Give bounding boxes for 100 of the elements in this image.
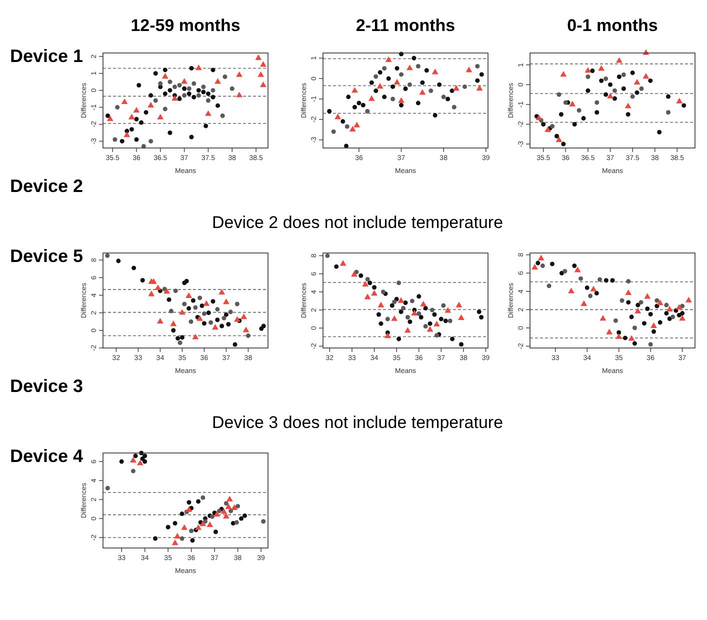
point xyxy=(479,72,484,77)
point xyxy=(608,82,613,87)
point xyxy=(136,460,144,466)
point xyxy=(560,71,567,77)
point xyxy=(186,292,192,298)
point xyxy=(168,80,172,84)
point xyxy=(398,97,404,103)
point xyxy=(246,333,250,338)
point xyxy=(392,300,397,304)
chart-title: 0-1 months xyxy=(567,16,658,35)
point xyxy=(350,270,358,277)
point xyxy=(399,102,404,108)
point xyxy=(680,304,685,308)
point xyxy=(142,454,148,458)
point xyxy=(604,76,608,81)
point xyxy=(172,84,177,90)
point xyxy=(594,100,600,105)
point xyxy=(450,336,455,342)
point xyxy=(598,277,602,282)
point xyxy=(166,297,172,302)
point xyxy=(157,114,164,120)
point xyxy=(682,103,686,108)
point xyxy=(599,78,604,83)
point xyxy=(386,76,391,81)
point xyxy=(620,298,624,303)
point xyxy=(139,120,144,125)
point xyxy=(182,302,187,306)
point xyxy=(450,88,454,94)
point xyxy=(242,513,248,518)
point xyxy=(186,86,192,91)
point xyxy=(399,72,404,77)
point xyxy=(408,320,412,324)
point xyxy=(220,508,228,514)
point xyxy=(136,82,142,88)
point xyxy=(634,308,642,314)
point xyxy=(584,285,590,290)
text: Device 1 xyxy=(10,46,84,66)
point xyxy=(148,93,154,98)
point xyxy=(198,296,202,300)
point xyxy=(196,88,201,93)
point xyxy=(158,81,163,86)
point xyxy=(616,57,622,63)
point xyxy=(590,286,597,292)
point xyxy=(541,122,546,127)
point xyxy=(218,288,226,294)
point xyxy=(192,94,196,100)
point xyxy=(434,333,439,338)
point xyxy=(230,86,234,91)
point xyxy=(119,459,124,464)
point xyxy=(374,88,378,94)
point xyxy=(210,94,216,100)
text: Device 3 does not include temperature xyxy=(212,413,504,432)
point xyxy=(443,318,448,324)
point xyxy=(189,66,194,71)
point xyxy=(106,114,110,118)
point xyxy=(162,73,168,79)
point xyxy=(428,321,432,326)
point xyxy=(134,137,139,142)
point xyxy=(416,64,420,69)
point xyxy=(390,303,394,308)
point xyxy=(168,308,174,314)
point xyxy=(134,116,139,122)
point xyxy=(572,122,577,127)
point xyxy=(208,320,214,325)
point xyxy=(180,335,184,340)
point xyxy=(406,64,413,70)
point xyxy=(638,300,644,305)
point xyxy=(173,288,178,294)
point xyxy=(177,96,182,102)
point xyxy=(327,108,332,114)
point xyxy=(196,499,201,504)
point xyxy=(206,98,210,103)
point xyxy=(444,307,452,313)
point xyxy=(144,110,148,115)
point xyxy=(148,102,154,108)
point xyxy=(588,294,593,298)
point xyxy=(190,538,195,543)
point xyxy=(621,72,626,78)
point xyxy=(200,520,206,526)
point xyxy=(371,290,378,296)
point xyxy=(613,318,618,323)
point xyxy=(116,258,121,264)
point xyxy=(584,67,592,73)
point xyxy=(193,305,198,310)
point xyxy=(133,454,138,458)
point xyxy=(372,285,377,290)
point xyxy=(645,306,650,311)
point xyxy=(657,130,662,134)
point xyxy=(476,310,482,314)
point xyxy=(475,78,480,83)
point xyxy=(578,276,584,281)
point xyxy=(664,302,669,308)
point xyxy=(153,71,158,76)
point xyxy=(556,92,562,97)
point xyxy=(201,84,206,90)
point xyxy=(162,91,168,96)
point xyxy=(212,324,218,330)
point xyxy=(202,321,206,326)
point xyxy=(255,54,262,60)
point xyxy=(550,124,555,128)
